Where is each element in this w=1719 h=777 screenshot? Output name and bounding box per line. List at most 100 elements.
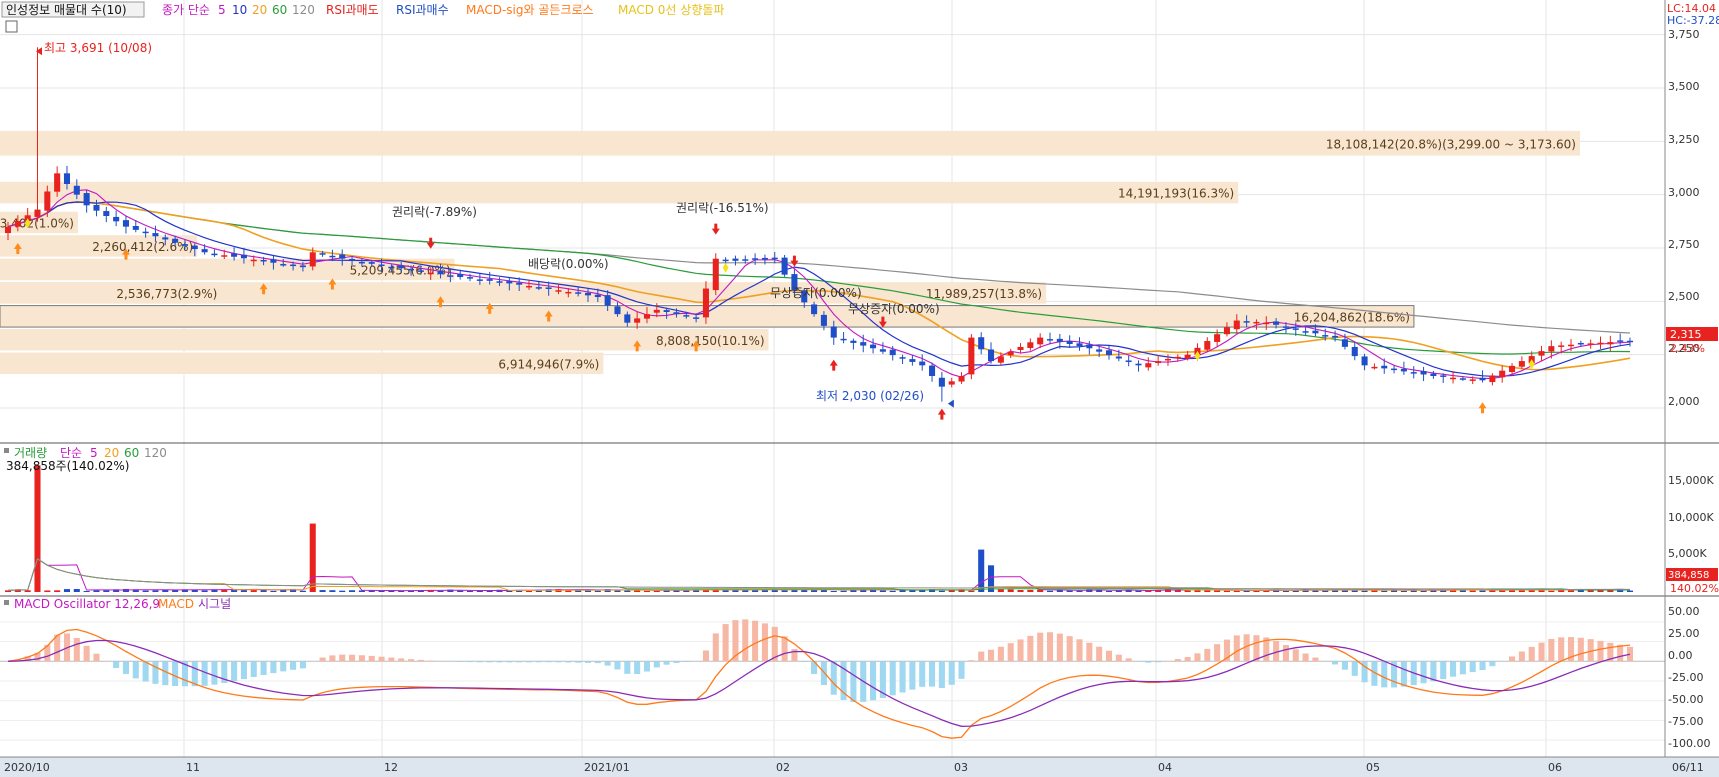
volume-bar <box>879 590 886 592</box>
macd-oscillator-bar <box>791 649 798 662</box>
volume-bar <box>14 589 21 592</box>
legend-title[interactable]: 인성정보 매물대 수(10) <box>6 3 127 17</box>
candle <box>1577 340 1584 347</box>
candle <box>919 354 926 371</box>
candle <box>1263 316 1270 330</box>
volume-bar <box>349 590 356 592</box>
macd-oscillator-bar <box>172 661 179 686</box>
candle <box>1292 322 1299 336</box>
volume-bar <box>1046 590 1054 592</box>
legend-rsi-buy[interactable]: RSI과매수 <box>396 3 449 17</box>
candle-body <box>840 338 847 341</box>
date-tick: 05 <box>1366 761 1380 774</box>
buy-signal-icon <box>544 310 553 322</box>
volume-bar <box>1214 590 1221 592</box>
macd-oscillator-bar <box>486 661 493 663</box>
candle <box>1086 341 1093 355</box>
volume-bar <box>988 565 995 592</box>
macd-oscillator-bar <box>1145 661 1152 663</box>
volume-bar <box>231 589 238 592</box>
legend-macd-zero[interactable]: MACD 0선 상향돌파 <box>618 3 724 17</box>
volume-p60: 60 <box>124 446 139 460</box>
macd-oscillator-bar <box>752 620 759 662</box>
volume-bar <box>525 590 533 592</box>
legend-title-box[interactable] <box>1 1 145 18</box>
volume-ma20-line <box>7 558 1631 591</box>
candle <box>1076 337 1083 351</box>
macd-oscillator-bar <box>1086 642 1093 662</box>
candle <box>1509 363 1516 376</box>
macd-oscillator-bar <box>1046 632 1054 662</box>
volume-bar <box>1351 590 1358 592</box>
macd-oscillator-bar <box>1174 659 1181 662</box>
macd-tick: -25.00 <box>1668 671 1703 684</box>
candle-body <box>427 272 434 275</box>
legend-close-ma[interactable]: 종가 단순 <box>162 3 210 17</box>
macd-oscillator-bar <box>1056 633 1063 662</box>
ma5-line <box>7 189 1631 380</box>
macd-oscillator-bar <box>742 619 749 662</box>
candle <box>584 288 592 302</box>
volume-bar <box>948 590 955 592</box>
volume-bar <box>44 590 51 592</box>
candle <box>1243 315 1250 328</box>
macd-oscillator-bar <box>535 661 542 663</box>
buy-signal-icon <box>485 302 494 314</box>
candle <box>1155 355 1162 366</box>
candle-body <box>584 292 592 296</box>
candle-body <box>1263 322 1270 325</box>
candle <box>1469 376 1476 385</box>
date-tick: 11 <box>186 761 200 774</box>
candle-body <box>1558 345 1565 347</box>
candle-body <box>1538 351 1545 356</box>
candle <box>653 303 660 318</box>
candle-body <box>1430 373 1437 376</box>
macd-oscillator-bar <box>1351 661 1358 676</box>
candle <box>132 220 139 233</box>
candle-body <box>614 306 621 315</box>
volume-bar <box>742 589 749 592</box>
candle-body <box>290 264 297 267</box>
candle-body <box>742 259 749 261</box>
legend-macd-golden[interactable]: MACD-sig와 골든크로스 <box>466 3 594 17</box>
volume-title[interactable]: 거래량 <box>14 446 47 460</box>
macd-oscillator-bar <box>191 661 198 687</box>
volume-bar <box>938 590 945 592</box>
candle <box>958 372 965 384</box>
candle <box>1391 365 1398 374</box>
candle-body <box>1037 337 1044 345</box>
volume-bar <box>1558 589 1565 592</box>
volume-profile-band <box>0 258 455 281</box>
volume-bar <box>162 589 169 592</box>
candle-body <box>417 270 424 272</box>
candle-body <box>1204 341 1211 350</box>
legend-p20: 20 <box>252 3 267 17</box>
macd-oscillator-bar <box>968 660 975 662</box>
volume-bar <box>1115 590 1122 592</box>
macd-oscillator-bar <box>1096 646 1103 662</box>
volume-bar <box>388 590 395 592</box>
last-price-badge <box>1666 327 1718 341</box>
candle-body <box>771 257 778 260</box>
volume-bars <box>4 465 1634 592</box>
macd-title[interactable]: MACD Oscillator 12,26,9 <box>14 597 160 611</box>
volume-bar <box>339 590 346 592</box>
candle-body <box>349 258 356 261</box>
macd-oscillator-bar <box>811 661 818 674</box>
moving-averages <box>7 189 1631 380</box>
macd-oscillator-bar <box>663 661 670 665</box>
price-tick: 3,000 <box>1668 186 1700 199</box>
settings-icon[interactable] <box>5 20 18 33</box>
candle-body <box>1587 343 1594 345</box>
volume-bar <box>752 589 759 592</box>
high-arrow-icon <box>36 47 42 56</box>
price-tick: 3,500 <box>1668 80 1700 93</box>
macd-tick: 0.00 <box>1668 649 1693 662</box>
legend-rsi-sell[interactable]: RSI과매도 <box>326 3 379 17</box>
macd-oscillator-bar <box>938 661 945 689</box>
candle-body <box>1420 371 1427 375</box>
volume-bar <box>1174 589 1181 592</box>
macd-oscillator-bar <box>840 661 847 700</box>
macd-oscillator-bar <box>1027 635 1034 662</box>
